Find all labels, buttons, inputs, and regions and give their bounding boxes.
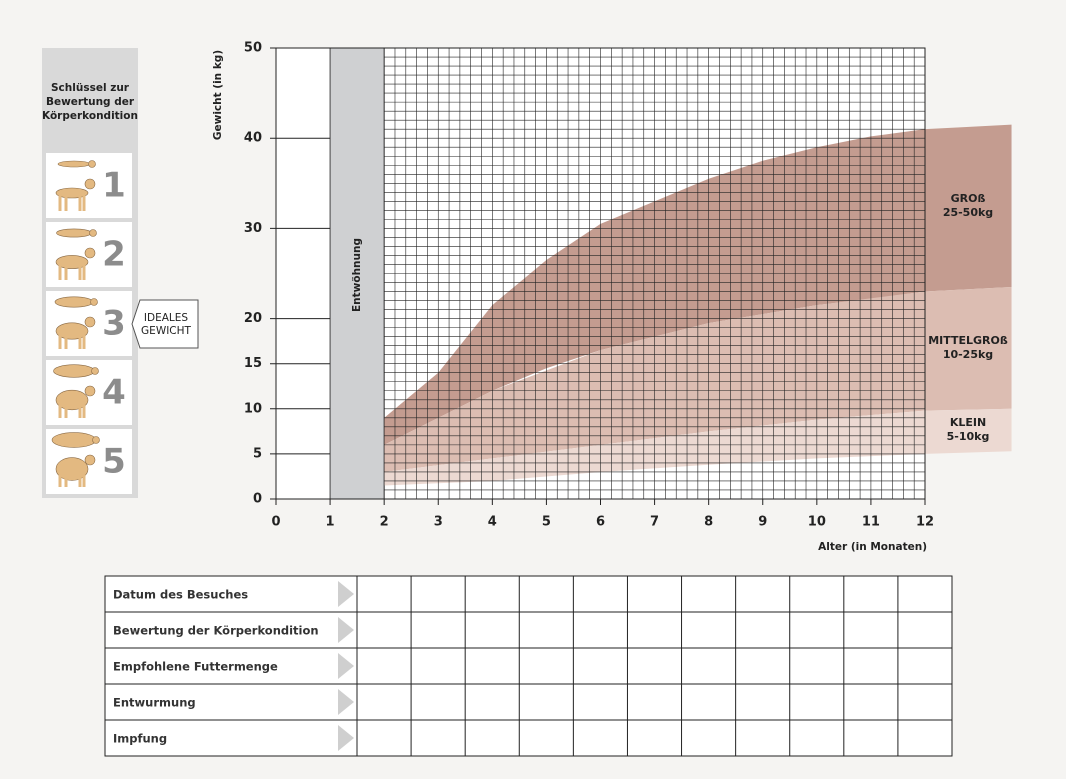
x-tick-label: 10 [808,515,826,530]
x-tick-label: 7 [650,515,659,530]
row-label: Impfung [113,732,167,746]
row-label: Empfohlene Futtermenge [113,660,278,674]
dog-top-head [92,436,100,444]
row-label: Bewertung der Körperkondition [113,624,319,638]
dog-top-head [90,298,98,306]
dog-top-view [57,160,91,168]
y-tick-label: 5 [253,446,262,461]
row-arrow [338,617,354,643]
weaning-band [329,47,385,500]
x-tick-label: 8 [704,515,713,530]
x-tick-label: 9 [758,515,767,530]
weaning-label: Entwöhnung [351,238,363,312]
dog-top-head [91,367,99,375]
dog-top-head [88,160,96,168]
x-tick-label: 2 [380,515,389,530]
dog-head [84,178,96,190]
dog-top-view [53,364,95,378]
score-number: 5 [102,442,126,482]
band-name: KLEIN [950,416,986,429]
callout-text: IDEALES [144,312,188,324]
score-number: 3 [102,304,126,344]
row-arrow [338,581,354,607]
y-tick-label: 40 [244,131,262,146]
band-range: 10-25kg [943,348,993,361]
y-tick-label: 50 [244,41,262,56]
y-tick-label: 30 [244,221,262,236]
dog-top-head [89,229,97,237]
key-title: Schlüssel zur [51,82,130,94]
row-arrow [338,725,354,751]
band-name: GROß [951,192,986,205]
key-title: Körperkondition [42,110,138,122]
callout-box [131,299,199,349]
y-tick-label: 15 [244,356,262,371]
score-number: 2 [102,235,126,275]
x-tick-label: 4 [488,515,497,530]
dog-head [84,316,96,328]
dog-top-view [56,228,92,238]
row-arrow [338,689,354,715]
y-tick-label: 10 [244,401,262,416]
dog-top-view [51,432,97,448]
x-tick-label: 1 [326,515,335,530]
dog-head [84,454,96,466]
table [104,575,953,757]
y-axis-label: Gewicht (in kg) [212,50,224,140]
dog-head [84,385,96,397]
y-tick-label: 20 [244,311,262,326]
band-range: 25-50kg [943,206,993,219]
callout-text: GEWICHT [141,325,191,337]
score-number: 1 [102,166,126,206]
key-title: Bewertung der [46,96,135,108]
x-tick-label: 5 [542,515,551,530]
row-arrow [338,653,354,679]
x-tick-label: 0 [271,515,280,530]
y-tick-label: 0 [253,492,262,507]
row-label: Datum des Besuches [113,588,248,602]
row-label: Entwurmung [113,696,196,710]
dog-head [84,247,96,259]
x-axis-label: Alter (in Monaten) [818,541,927,553]
band-name: MITTELGROß [928,334,1008,347]
x-tick-label: 12 [916,515,934,530]
x-tick-label: 11 [862,515,880,530]
band-range: 5-10kg [947,430,990,443]
x-tick-label: 6 [596,515,605,530]
x-tick-label: 3 [434,515,443,530]
score-number: 4 [102,373,126,413]
dog-top-view [54,296,94,308]
